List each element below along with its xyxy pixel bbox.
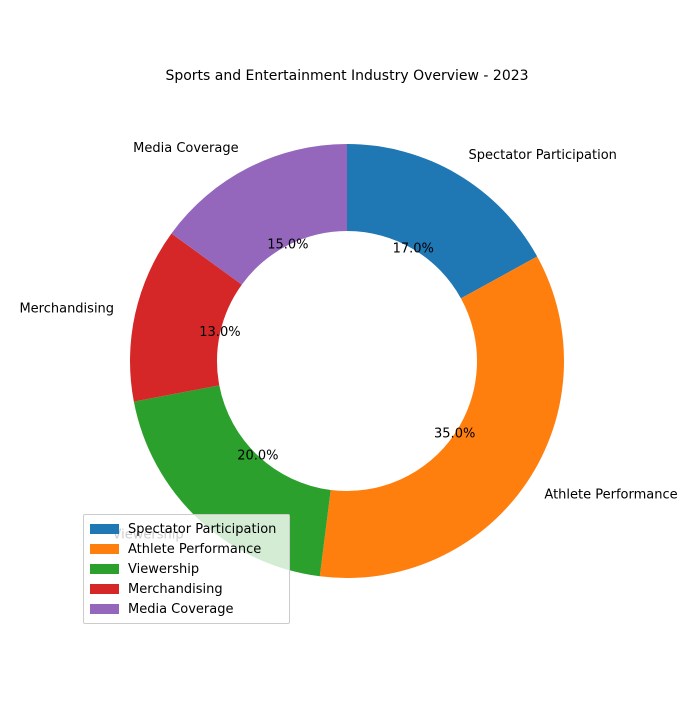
chart-title: Sports and Entertainment Industry Overvi… — [165, 68, 528, 84]
legend-label: Viewership — [128, 561, 200, 577]
legend-label: Merchandising — [128, 581, 223, 597]
legend-item-merchandising: Merchandising — [90, 579, 289, 599]
slice-label-merchandising: Merchandising — [19, 301, 114, 316]
legend-swatch — [90, 604, 119, 614]
legend-item-athlete-performance: Athlete Performance — [90, 539, 289, 559]
legend-label: Media Coverage — [128, 601, 234, 617]
legend-item-spectator-participation: Spectator Participation — [90, 519, 289, 539]
slice-percent-media-coverage: 15.0% — [267, 237, 308, 252]
slice-percent-merchandising: 13.0% — [199, 325, 240, 340]
slice-merchandising — [130, 233, 242, 402]
slice-percent-spectator-participation: 17.0% — [393, 241, 434, 256]
slice-label-media-coverage: Media Coverage — [133, 141, 238, 156]
legend-swatch — [90, 544, 119, 554]
legend-swatch — [90, 584, 119, 594]
slice-percent-viewership: 20.0% — [237, 448, 278, 463]
legend-label: Athlete Performance — [128, 541, 262, 557]
slice-media-coverage — [171, 144, 347, 285]
legend-item-media-coverage: Media Coverage — [90, 599, 289, 619]
legend-swatch — [90, 564, 119, 574]
legend-item-viewership: Viewership — [90, 559, 289, 579]
slice-label-athlete-performance: Athlete Performance — [544, 488, 677, 503]
slice-percent-athlete-performance: 35.0% — [434, 427, 475, 442]
slice-label-spectator-participation: Spectator Participation — [469, 148, 617, 163]
slice-athlete-performance — [319, 256, 564, 578]
legend-label: Spectator Participation — [128, 521, 277, 537]
chart-legend: Spectator Participation Athlete Performan… — [83, 514, 290, 624]
slice-spectator-participation — [347, 144, 538, 299]
legend-swatch — [90, 524, 119, 534]
